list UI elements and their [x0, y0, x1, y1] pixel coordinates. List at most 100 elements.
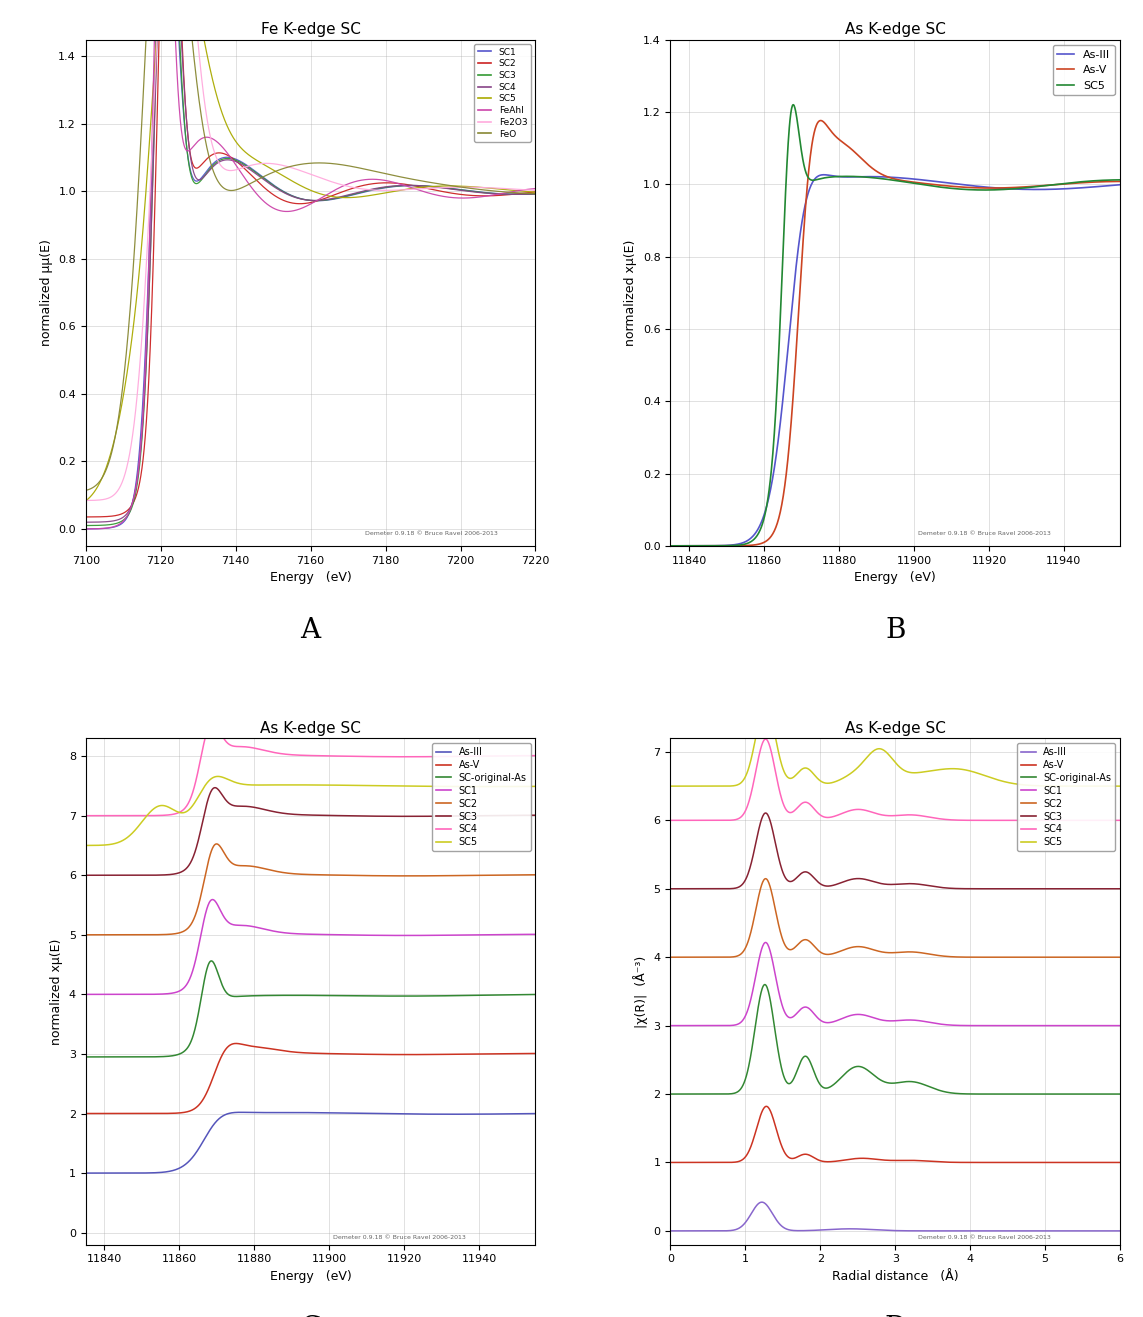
SC-original-As	[1005, 1087, 1018, 1102]
SC-original-As	[926, 1080, 940, 1096]
SC3	[926, 878, 940, 894]
Legend: As-III, As-V, SC-original-As, SC1, SC2, SC3, SC4, SC5: As-III, As-V, SC-original-As, SC1, SC2, …	[1017, 743, 1116, 851]
SC1	[315, 927, 329, 943]
SC5	[664, 778, 678, 794]
As-V	[1052, 1155, 1065, 1171]
Line: SC4: SC4	[671, 739, 1120, 820]
SC-original-As	[205, 954, 218, 969]
As-V	[937, 1154, 951, 1169]
SC-original-As	[79, 1050, 93, 1065]
As-III	[528, 1106, 542, 1122]
Line: SC4: SC4	[86, 723, 535, 815]
SC2	[325, 867, 338, 882]
As-III	[664, 537, 678, 553]
SC4	[759, 731, 773, 747]
As-III	[692, 1223, 705, 1239]
As-V	[528, 1046, 542, 1062]
SC3	[1113, 881, 1127, 897]
SC3	[315, 807, 329, 823]
As-III	[926, 1223, 940, 1239]
As-V	[759, 1098, 773, 1114]
SC5	[759, 697, 773, 712]
Line: SC5: SC5	[671, 705, 1120, 786]
As-V	[79, 1105, 93, 1121]
Line: SC-original-As: SC-original-As	[86, 961, 535, 1058]
As-III	[231, 1105, 245, 1121]
SC5	[858, 169, 872, 184]
SC5	[138, 810, 152, 826]
SC-original-As	[315, 988, 329, 1004]
Title: Fe K-edge SC: Fe K-edge SC	[261, 22, 360, 37]
As-V	[901, 174, 914, 190]
SC3	[759, 805, 773, 820]
SC2	[937, 948, 951, 964]
SC3	[1052, 881, 1065, 897]
As-III	[858, 169, 872, 184]
SC2	[926, 947, 940, 963]
Legend: As-III, As-V, SC-original-As, SC1, SC2, SC3, SC4, SC5: As-III, As-V, SC-original-As, SC1, SC2, …	[432, 743, 530, 851]
SC3	[231, 798, 245, 814]
As-III	[951, 1223, 965, 1239]
SC1	[274, 925, 288, 940]
Line: SC3: SC3	[671, 813, 1120, 889]
Title: As K-edge SC: As K-edge SC	[845, 22, 945, 37]
SC5	[692, 778, 705, 794]
Y-axis label: normalized μμ(E): normalized μμ(E)	[40, 240, 53, 346]
Y-axis label: |χ(R)|  (Å⁻³): |χ(R)| (Å⁻³)	[633, 955, 648, 1027]
Text: C: C	[299, 1316, 321, 1317]
As-III	[815, 167, 829, 183]
As-V	[740, 537, 753, 553]
SC4	[274, 745, 288, 761]
SC3	[325, 807, 338, 823]
SC1	[926, 1015, 940, 1031]
SC-original-As	[138, 1050, 152, 1065]
X-axis label: Radial distance   (Å): Radial distance (Å)	[832, 1270, 959, 1283]
SC3	[937, 880, 951, 896]
As-V	[858, 155, 872, 171]
SC-original-As	[528, 986, 542, 1002]
SC3	[664, 881, 678, 897]
Text: B: B	[885, 616, 905, 644]
SC3	[208, 780, 222, 795]
SC5	[528, 778, 542, 794]
As-III	[901, 170, 914, 186]
As-V	[231, 1035, 245, 1051]
SC5	[901, 174, 914, 190]
As-III	[724, 537, 737, 553]
Line: As-V: As-V	[86, 1043, 535, 1113]
As-V	[815, 113, 829, 129]
SC3	[528, 807, 542, 823]
X-axis label: Energy   (eV): Energy (eV)	[854, 572, 936, 585]
SC2	[274, 864, 288, 880]
Line: As-V: As-V	[671, 121, 1120, 545]
SC5	[786, 97, 800, 113]
SC4	[664, 813, 678, 828]
Legend: As-III, As-V, SC5: As-III, As-V, SC5	[1053, 45, 1114, 95]
SC4	[937, 811, 951, 827]
SC2	[79, 927, 93, 943]
SC-original-As	[154, 1048, 168, 1064]
As-III	[1113, 1223, 1127, 1239]
SC4	[325, 748, 338, 764]
SC1	[1005, 1018, 1018, 1034]
SC1	[138, 986, 152, 1002]
As-III	[79, 1166, 93, 1181]
SC5	[154, 798, 168, 814]
As-III	[1052, 1223, 1065, 1239]
SC1	[1113, 1018, 1127, 1034]
As-III	[1113, 176, 1127, 192]
SC1	[79, 986, 93, 1002]
SC4	[154, 807, 168, 823]
SC5	[910, 175, 924, 191]
Text: Demeter 0.9.18 © Bruce Ravel 2006-2013: Demeter 0.9.18 © Bruce Ravel 2006-2013	[333, 1234, 466, 1239]
SC4	[926, 810, 940, 826]
As-V	[910, 175, 924, 191]
Legend: SC1, SC2, SC3, SC4, SC5, FeAhl, Fe2O3, FeO: SC1, SC2, SC3, SC4, SC5, FeAhl, Fe2O3, F…	[474, 43, 531, 142]
SC-original-As	[231, 989, 245, 1005]
Title: As K-edge SC: As K-edge SC	[261, 720, 361, 736]
Text: Demeter 0.9.18 © Bruce Ravel 2006-2013: Demeter 0.9.18 © Bruce Ravel 2006-2013	[365, 531, 497, 536]
SC3	[79, 868, 93, 884]
SC5	[79, 838, 93, 853]
SC5	[1005, 776, 1018, 792]
SC4	[206, 715, 219, 731]
